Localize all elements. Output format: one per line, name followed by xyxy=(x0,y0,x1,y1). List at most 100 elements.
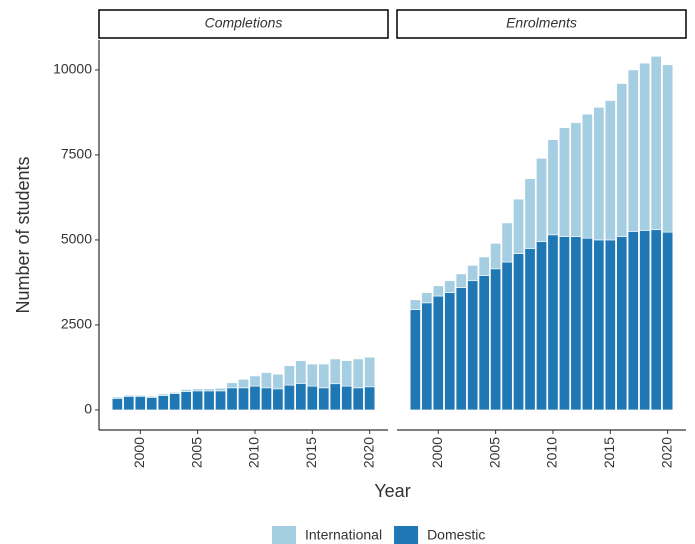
bar xyxy=(283,384,295,411)
facet-strip xyxy=(396,9,687,39)
bar xyxy=(616,236,628,411)
bar xyxy=(524,248,536,411)
bar xyxy=(444,292,456,411)
bar xyxy=(593,239,605,411)
bar xyxy=(364,386,376,411)
x-tick-label: 2005 xyxy=(486,437,502,468)
x-tick-label: 2010 xyxy=(246,437,262,468)
bar xyxy=(295,360,307,384)
bar xyxy=(593,107,605,241)
bar xyxy=(203,390,215,411)
bar xyxy=(146,396,158,398)
bar xyxy=(352,358,364,389)
bar xyxy=(341,360,353,387)
bar xyxy=(558,236,570,411)
bar xyxy=(364,356,376,388)
bar xyxy=(570,122,582,237)
bar xyxy=(536,158,547,242)
bar xyxy=(352,387,364,411)
x-tick-label: 2010 xyxy=(544,437,560,468)
bar xyxy=(192,390,204,411)
bar xyxy=(478,256,490,276)
bar xyxy=(432,285,444,297)
bar xyxy=(249,385,261,411)
bar xyxy=(238,379,249,389)
x-tick-label: 2015 xyxy=(303,437,319,468)
bar xyxy=(203,388,215,392)
bar xyxy=(329,383,341,411)
bar xyxy=(180,391,192,411)
bar xyxy=(501,261,513,411)
bar xyxy=(215,387,227,392)
facet-title: Completions xyxy=(205,15,283,31)
bar xyxy=(547,234,559,411)
bar xyxy=(444,280,456,293)
legend-swatch xyxy=(394,526,419,544)
bar xyxy=(570,236,582,411)
x-axis-label: Year xyxy=(374,481,410,501)
bar xyxy=(157,393,169,396)
bar xyxy=(111,396,123,399)
bar xyxy=(272,388,284,411)
bar xyxy=(547,139,559,236)
bar xyxy=(318,363,330,389)
bar xyxy=(536,241,547,411)
bar xyxy=(421,292,433,304)
bar xyxy=(558,127,570,237)
bar xyxy=(169,393,181,411)
bar xyxy=(490,268,502,411)
bar xyxy=(238,387,249,411)
x-tick-label: 2000 xyxy=(429,437,445,468)
legend-label: International xyxy=(305,527,382,543)
bar xyxy=(157,395,169,411)
bar xyxy=(639,230,651,411)
bar xyxy=(123,395,135,397)
bar xyxy=(604,239,616,411)
y-tick-label: 7500 xyxy=(61,146,92,162)
bar xyxy=(455,287,467,411)
y-axis-label: Number of students xyxy=(13,156,33,313)
y-tick-label: 2500 xyxy=(61,316,92,332)
bar xyxy=(616,83,628,237)
bar xyxy=(627,69,639,232)
bar xyxy=(421,302,433,411)
bar xyxy=(604,100,616,241)
bar xyxy=(409,309,421,411)
facet-title: Enrolments xyxy=(506,15,577,31)
bar xyxy=(467,280,479,411)
y-tick-label: 0 xyxy=(84,401,92,417)
bar xyxy=(318,387,330,411)
bar xyxy=(134,395,146,397)
bar xyxy=(581,113,593,239)
x-tick-label: 2020 xyxy=(360,437,376,468)
bar xyxy=(432,295,444,411)
bar xyxy=(123,396,135,411)
bar xyxy=(169,391,181,394)
bar xyxy=(341,385,353,411)
bar xyxy=(513,253,525,411)
bar xyxy=(295,383,307,411)
x-tick-label: 2000 xyxy=(131,437,147,468)
bar xyxy=(226,382,238,389)
bar xyxy=(192,388,204,392)
bar xyxy=(180,389,192,392)
legend-label: Domestic xyxy=(427,527,485,543)
y-tick-label: 5000 xyxy=(61,231,92,247)
bar xyxy=(662,231,674,411)
bar xyxy=(329,358,341,385)
bar xyxy=(627,231,639,411)
bar xyxy=(524,178,536,249)
bar xyxy=(283,365,295,386)
bar xyxy=(260,372,272,389)
x-tick-label: 2015 xyxy=(601,437,617,468)
bar xyxy=(272,373,284,390)
bar xyxy=(260,387,272,411)
y-tick-label: 10000 xyxy=(53,61,92,77)
bar xyxy=(215,390,227,411)
bar xyxy=(501,222,513,263)
bar xyxy=(467,265,479,282)
bar xyxy=(662,64,674,233)
facet-strip xyxy=(98,9,389,39)
bar xyxy=(455,273,467,288)
